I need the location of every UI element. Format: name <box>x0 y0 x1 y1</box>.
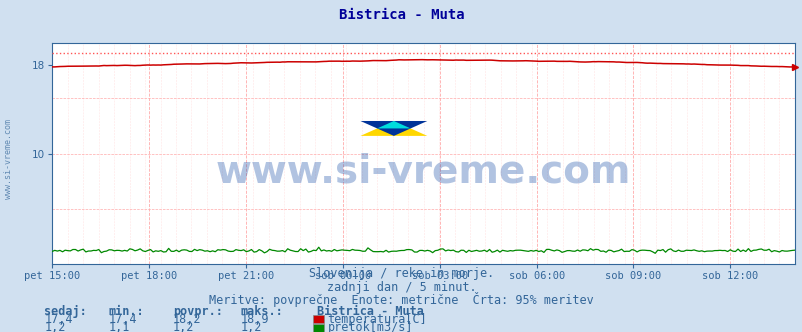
Text: 1,2: 1,2 <box>241 321 262 332</box>
Polygon shape <box>360 121 427 136</box>
Text: maks.:: maks.: <box>241 305 283 318</box>
Text: 1,2: 1,2 <box>172 321 194 332</box>
Text: Bistrica - Muta: Bistrica - Muta <box>317 305 423 318</box>
Text: povpr.:: povpr.: <box>172 305 222 318</box>
Text: zadnji dan / 5 minut.: zadnji dan / 5 minut. <box>326 281 476 294</box>
Text: www.si-vreme.com: www.si-vreme.com <box>216 152 630 190</box>
Text: 17,4: 17,4 <box>44 313 72 326</box>
Text: www.si-vreme.com: www.si-vreme.com <box>3 120 13 199</box>
Polygon shape <box>377 121 410 128</box>
Text: 1,1: 1,1 <box>108 321 130 332</box>
Text: Meritve: povprečne  Enote: metrične  Črta: 95% meritev: Meritve: povprečne Enote: metrične Črta:… <box>209 292 593 307</box>
Text: Slovenija / reke in morje.: Slovenija / reke in morje. <box>309 267 493 281</box>
Text: min.:: min.: <box>108 305 144 318</box>
Text: 1,2: 1,2 <box>44 321 66 332</box>
Text: 18,9: 18,9 <box>241 313 269 326</box>
Text: sedaj:: sedaj: <box>44 305 87 318</box>
Text: temperatura[C]: temperatura[C] <box>327 313 427 326</box>
Text: 18,2: 18,2 <box>172 313 200 326</box>
Polygon shape <box>360 121 427 136</box>
Text: Bistrica - Muta: Bistrica - Muta <box>338 8 464 22</box>
Text: pretok[m3/s]: pretok[m3/s] <box>327 321 412 332</box>
Text: 17,4: 17,4 <box>108 313 136 326</box>
